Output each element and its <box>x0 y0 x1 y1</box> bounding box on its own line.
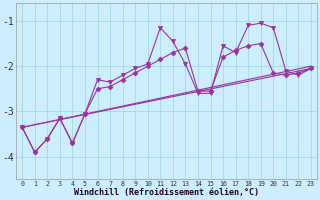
X-axis label: Windchill (Refroidissement éolien,°C): Windchill (Refroidissement éolien,°C) <box>74 188 259 197</box>
